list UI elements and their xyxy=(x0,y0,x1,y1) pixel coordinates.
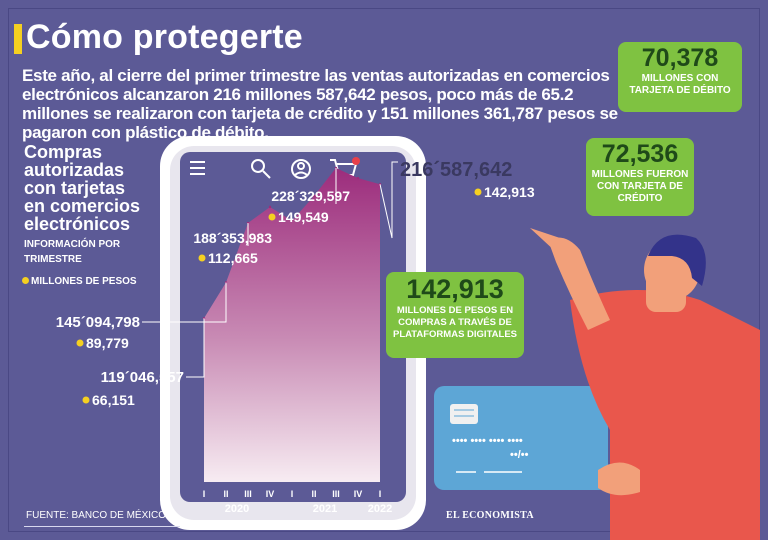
x-tick-label: I xyxy=(203,489,206,499)
platforms-dot-icon xyxy=(76,339,84,347)
total-label: 188´353,983 xyxy=(193,230,272,246)
total-label: 145´094,798 xyxy=(56,314,140,331)
x-year-label: 2021 xyxy=(313,503,337,515)
legend-dot-icon xyxy=(22,277,29,284)
platforms-dot-icon xyxy=(198,254,206,262)
area-series xyxy=(204,168,380,482)
x-tick-label: IV xyxy=(354,489,363,499)
chart-side-subtitle: INFORMACIÓN POR TRIMESTRE xyxy=(24,239,121,265)
data-point xyxy=(312,194,316,198)
x-tick-label: IV xyxy=(266,489,275,499)
platforms-text: MILLONES DE PESOS EN COMPRAS A TRAVÉS DE… xyxy=(392,305,518,340)
chart-legend: MILLONES DE PESOS xyxy=(22,276,137,288)
search-icon xyxy=(251,159,271,179)
platforms-dot-icon xyxy=(82,396,90,404)
chart-side-title: Compras autorizadas con tarjetas en come… xyxy=(24,142,141,234)
x-tick-label: II xyxy=(311,489,316,499)
data-point xyxy=(356,176,360,180)
credit-value: 72,536 xyxy=(601,140,679,168)
debit-bubble: 70,378 MILLONES CON TARJETA DE DÉBITO xyxy=(618,42,742,112)
leader-line xyxy=(186,318,205,378)
platforms-label: 66,151 xyxy=(92,392,135,408)
intro-text: Este año, al cierre del primer trimestre… xyxy=(22,66,618,142)
page-title: Cómo protegerte xyxy=(26,18,303,56)
legend-label: MILLONES DE PESOS xyxy=(31,276,137,287)
data-point xyxy=(290,219,294,222)
x-tick-label: II xyxy=(223,489,228,499)
user-icon xyxy=(291,159,311,179)
platforms-label: 112,665 xyxy=(208,250,258,266)
person-illustration xyxy=(530,228,760,540)
x-tick-label: I xyxy=(291,489,294,499)
platforms-bubble: 142,913 MILLONES DE PESOS EN COMPRAS A T… xyxy=(386,272,524,358)
card-expiry: ••/•• xyxy=(510,449,529,461)
platforms-value: 142,913 xyxy=(406,274,504,304)
platforms-label: 89,779 xyxy=(86,335,129,351)
x-tick-label: I xyxy=(379,489,382,499)
credit-text: MILLONES FUERON CON TARJETA DE CRÉDITO xyxy=(591,169,689,204)
platforms-dot-icon xyxy=(268,213,276,221)
data-point xyxy=(268,205,272,209)
debit-text: MILLONES CON TARJETA DE DÉBITO xyxy=(629,73,731,96)
x-year-label: 2022 xyxy=(368,503,392,515)
debit-value: 70,378 xyxy=(641,44,719,72)
leader-line xyxy=(379,161,398,239)
title-accent-bar xyxy=(14,24,22,54)
x-year-label: 2020 xyxy=(225,503,249,515)
credit-bubble: 72,536 MILLONES FUERON CON TARJETA DE CR… xyxy=(586,138,694,216)
total-label: 228´329,597 xyxy=(271,188,350,204)
x-tick-label: III xyxy=(244,489,252,499)
platforms-label: 149,549 xyxy=(278,209,329,225)
platforms-label: 142,913 xyxy=(484,184,535,200)
card-number: •••• •••• •••• •••• xyxy=(452,435,523,447)
source-divider xyxy=(24,526,180,527)
total-label: 119´046,557 xyxy=(101,369,184,386)
total-label: 216´587,642 xyxy=(400,159,512,181)
x-tick-label: III xyxy=(332,489,340,499)
menu-icon xyxy=(190,161,205,175)
publisher-logo: EL ECONOMISTA xyxy=(446,510,534,521)
source-note: FUENTE: BANCO DE MÉXICO. xyxy=(26,510,169,521)
data-point xyxy=(224,281,228,284)
credit-card-illustration: •••• •••• •••• •••• ••/•• xyxy=(434,386,608,490)
platforms-dot-icon xyxy=(474,188,482,196)
cart-badge-icon xyxy=(352,157,360,165)
leader-line xyxy=(142,282,227,323)
